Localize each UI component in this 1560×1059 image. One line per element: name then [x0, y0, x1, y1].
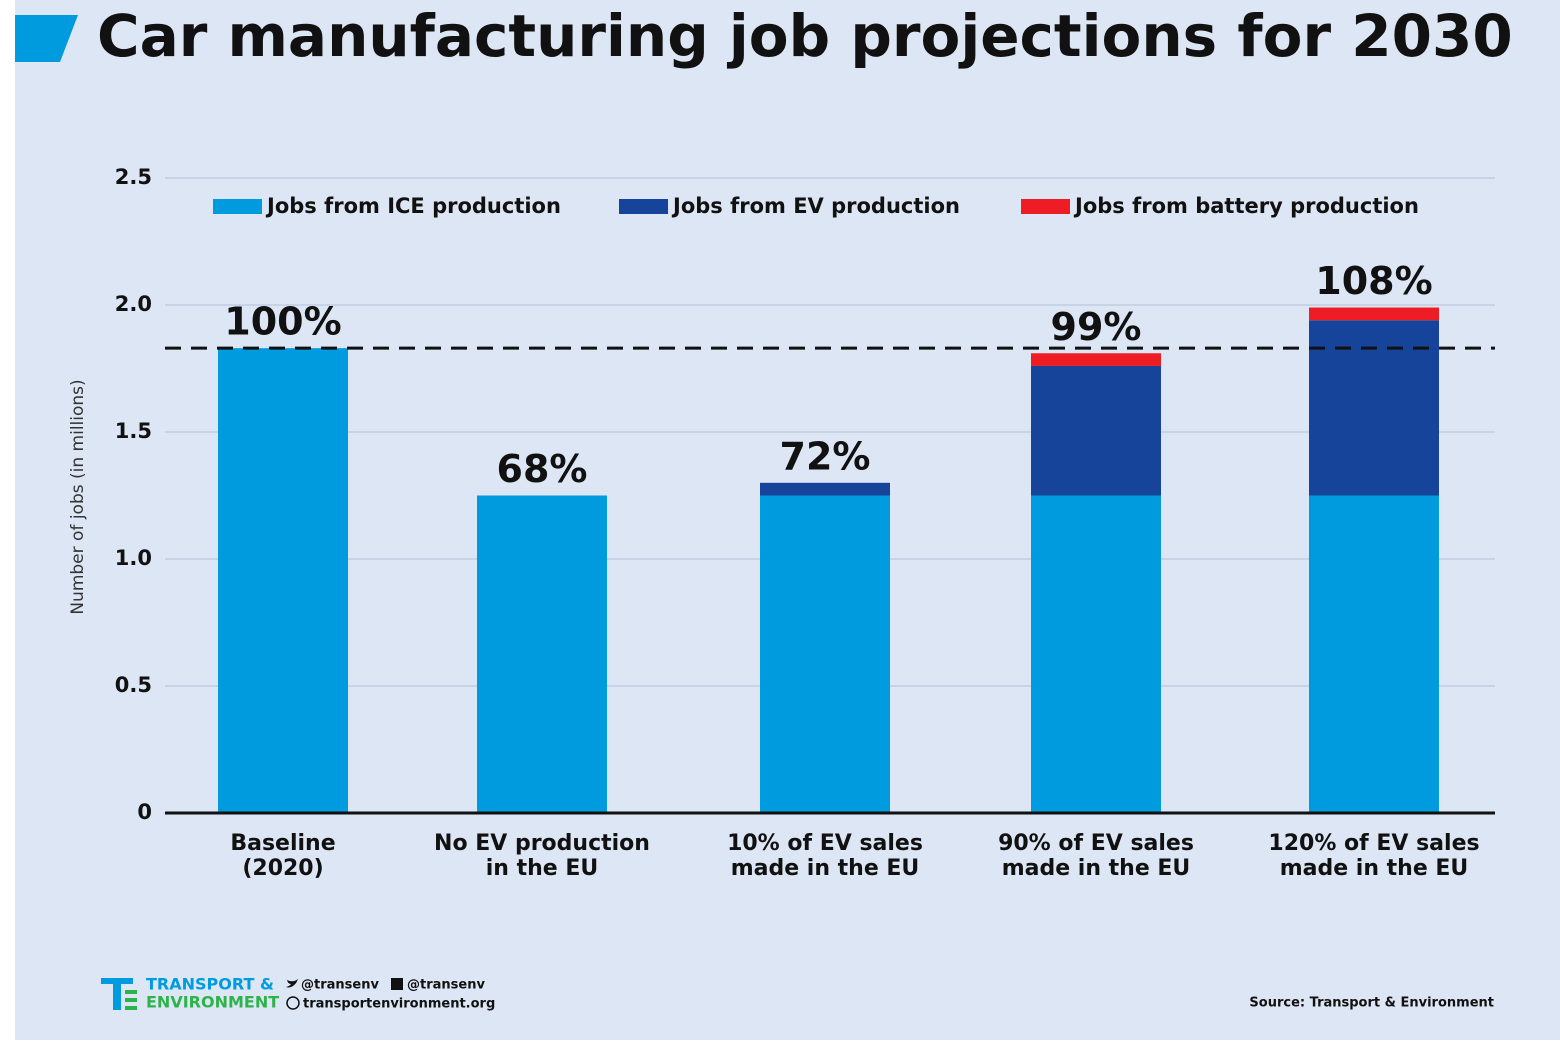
bar-segment [1309, 495, 1439, 813]
web-icon [286, 996, 300, 1010]
logo-text: TRANSPORT & [146, 975, 274, 994]
facebook-icon [391, 978, 403, 990]
bar-segment [477, 495, 607, 813]
title-flag [15, 15, 78, 62]
x-tick-label: (2020) [242, 856, 323, 881]
y-tick-label: 2.5 [115, 165, 152, 189]
legend-swatch [1021, 199, 1070, 214]
x-tick-label: Baseline [230, 831, 335, 856]
y-axis-label: Number of jobs (in millions) [68, 379, 88, 614]
legend-swatch [213, 199, 262, 214]
legend-swatch [619, 199, 668, 214]
logo-bar [113, 984, 121, 1010]
logo-bar [101, 978, 133, 984]
x-tick-label: 10% of EV sales [727, 831, 923, 856]
legend-label: Jobs from battery production [1073, 194, 1419, 218]
x-tick-label: made in the EU [1002, 856, 1191, 881]
source: Source: Transport & Environment [1249, 996, 1494, 1011]
logo-bar [125, 990, 137, 994]
y-tick-label: 1.5 [115, 419, 152, 443]
x-tick-label: in the EU [486, 856, 599, 881]
total-label: 99% [1051, 305, 1142, 349]
x-tick-label: made in the EU [1280, 856, 1469, 881]
logo-bar [125, 1006, 137, 1010]
bar-segment [1031, 495, 1161, 813]
y-tick-label: 2.0 [115, 292, 152, 316]
bar-segment [760, 495, 890, 813]
y-tick-label: 0.5 [115, 673, 152, 697]
twitter-icon [286, 979, 298, 988]
x-tick-label: No EV production [434, 831, 650, 856]
bar-segment [218, 348, 348, 813]
total-label: 100% [224, 300, 341, 344]
total-label: 72% [780, 434, 871, 478]
bar-segment [1309, 307, 1439, 321]
bar-segment [1309, 320, 1439, 496]
x-tick-label: 90% of EV sales [998, 831, 1194, 856]
x-tick-label: 120% of EV sales [1268, 831, 1479, 856]
legend-label: Jobs from EV production [671, 194, 960, 218]
logo-text: ENVIRONMENT [146, 993, 279, 1012]
facebook-handle: @transenv [407, 978, 485, 993]
total-label: 68% [497, 447, 588, 491]
twitter-handle: @transenv [301, 978, 379, 993]
bar-segment [1031, 365, 1161, 496]
website: transportenvironment.org [303, 997, 495, 1012]
chart-title: Car manufacturing job projections for 20… [97, 2, 1513, 70]
x-tick-label: made in the EU [731, 856, 920, 881]
bar-segment [760, 482, 890, 496]
logo-bar [125, 998, 137, 1002]
bar-segment [1031, 353, 1161, 366]
y-tick-label: 1.0 [115, 546, 152, 570]
total-label: 108% [1315, 259, 1432, 303]
y-tick-label: 0 [137, 800, 152, 824]
legend-label: Jobs from ICE production [265, 194, 561, 218]
